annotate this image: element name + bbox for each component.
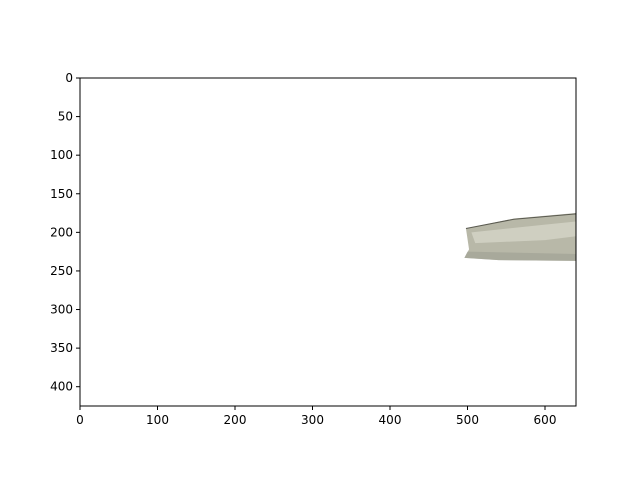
x-tick-label: 0: [76, 413, 84, 427]
x-tick-label: 400: [379, 413, 402, 427]
object-shadow: [464, 251, 576, 261]
plot-area: [79, 77, 577, 407]
y-tick-label: 300: [50, 303, 73, 317]
object-highlight: [471, 221, 576, 244]
x-tick-label: 500: [456, 413, 479, 427]
object-top-edge: [465, 213, 577, 229]
x-tick-label: 300: [301, 413, 324, 427]
x-axis: 0 100 200 300 400 500 600: [76, 406, 556, 427]
y-axis: 0 50 100 150 200 250 300 350 400: [50, 71, 80, 394]
x-tick-label: 600: [534, 413, 557, 427]
y-tick-label: 0: [65, 71, 73, 85]
axes-frame: [79, 77, 577, 407]
y-tick-label: 250: [50, 264, 73, 278]
y-tick-label: 200: [50, 225, 73, 239]
x-tick-label: 200: [224, 413, 247, 427]
y-tick-label: 400: [50, 380, 73, 394]
x-tick-label: 100: [146, 413, 169, 427]
image-layer: [464, 213, 577, 261]
y-tick-label: 50: [58, 110, 73, 124]
y-tick-label: 100: [50, 148, 73, 162]
y-tick-label: 350: [50, 341, 73, 355]
y-tick-label: 150: [50, 187, 73, 201]
